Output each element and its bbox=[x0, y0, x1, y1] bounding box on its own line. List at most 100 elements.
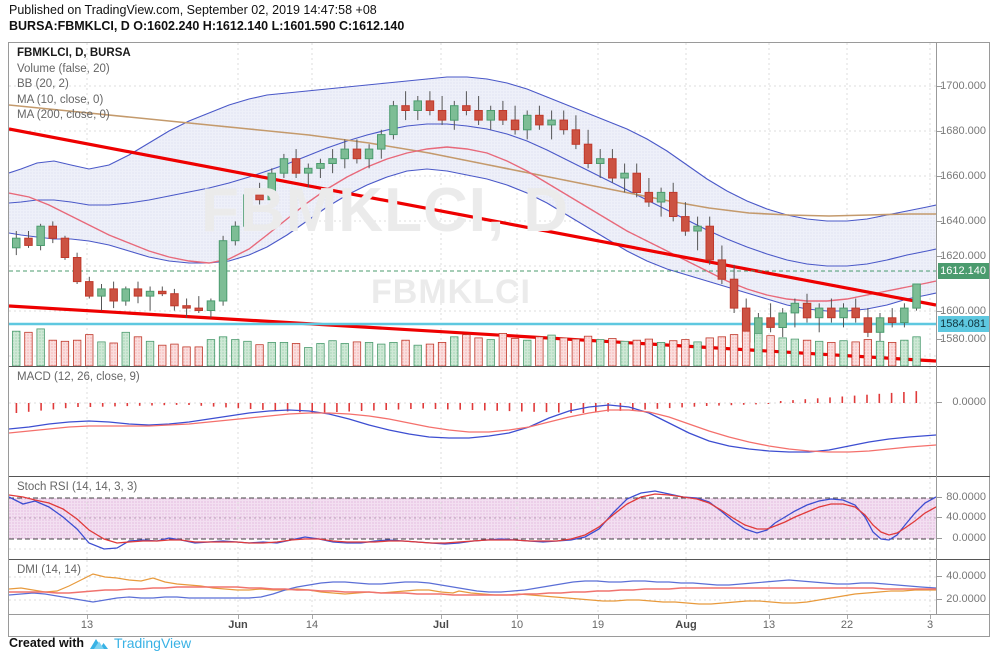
candlestick bbox=[60, 237, 70, 258]
candlestick bbox=[814, 307, 824, 319]
candlestick bbox=[875, 317, 885, 333]
candlestick bbox=[413, 100, 422, 112]
candlestick bbox=[462, 105, 471, 112]
macd-signal-line bbox=[9, 409, 936, 453]
volume-bar bbox=[109, 342, 118, 366]
volume-bar bbox=[851, 341, 860, 366]
candlestick bbox=[231, 225, 240, 242]
volume-bar bbox=[437, 341, 447, 366]
candlestick bbox=[291, 158, 301, 174]
candlestick bbox=[389, 105, 398, 136]
volume-bar bbox=[462, 334, 471, 366]
volume-bar bbox=[73, 339, 82, 366]
candlestick bbox=[498, 110, 508, 121]
volume-bar bbox=[596, 339, 605, 366]
macd-grid bbox=[9, 367, 936, 476]
macd-line bbox=[9, 404, 936, 453]
price-tick: 1660.000 bbox=[940, 170, 986, 182]
candlestick bbox=[267, 172, 276, 201]
volume-bar bbox=[815, 340, 824, 366]
volume-bar bbox=[790, 338, 799, 366]
axis-separator-stoch bbox=[937, 476, 990, 477]
candlestick bbox=[48, 225, 57, 239]
dmi-grid bbox=[9, 560, 936, 614]
volume-bar bbox=[121, 331, 130, 366]
candlestick bbox=[656, 191, 666, 203]
volume-bar bbox=[644, 338, 653, 366]
volume-bar bbox=[681, 339, 690, 366]
candlestick bbox=[450, 105, 459, 121]
time-axis-tickmark bbox=[930, 615, 931, 619]
footer: Created with TradingView bbox=[9, 635, 191, 651]
volume-bar bbox=[839, 340, 848, 366]
volume-bar bbox=[133, 336, 143, 366]
macd-pane[interactable]: MACD (12, 26, close, 9) bbox=[9, 366, 936, 476]
volume-bar bbox=[340, 343, 349, 366]
volume-bar bbox=[12, 330, 21, 366]
volume-bar bbox=[474, 337, 483, 366]
candlestick bbox=[316, 163, 325, 169]
stoch-grid bbox=[9, 477, 936, 559]
volume-bar bbox=[778, 337, 787, 366]
candlestick bbox=[669, 191, 678, 217]
candlestick bbox=[644, 191, 654, 203]
volume-bar bbox=[863, 339, 872, 366]
candlestick bbox=[839, 307, 848, 319]
candlestick bbox=[12, 237, 21, 249]
volume-bar bbox=[547, 334, 556, 366]
candlestick bbox=[486, 110, 495, 121]
candlestick bbox=[36, 225, 45, 246]
time-axis-day-label: 3 bbox=[926, 619, 934, 631]
candlestick bbox=[681, 216, 690, 232]
candlestick bbox=[182, 305, 191, 309]
candlestick bbox=[97, 288, 106, 297]
candlestick bbox=[243, 194, 252, 227]
time-axis-tickmark bbox=[847, 615, 848, 619]
volume-bar bbox=[498, 332, 508, 366]
candlestick bbox=[109, 288, 118, 302]
candlestick bbox=[340, 148, 349, 160]
candlestick bbox=[255, 194, 264, 201]
axis-separator-macd bbox=[937, 366, 990, 367]
last-price-badge: 1612.140 bbox=[938, 263, 989, 279]
volume-bar bbox=[206, 339, 216, 366]
volume-bar bbox=[486, 339, 495, 366]
time-axis-month-label: Aug bbox=[675, 619, 697, 631]
candlestick bbox=[596, 158, 605, 164]
volume-bar bbox=[97, 341, 106, 366]
chart-plot-area[interactable]: FBMKLCI, D FBMKLCI bbox=[9, 43, 936, 614]
volume-bar bbox=[36, 328, 45, 366]
volume-bar bbox=[559, 337, 568, 366]
volume-bar bbox=[827, 341, 836, 366]
volume-bar bbox=[218, 336, 228, 366]
volume-bar bbox=[583, 335, 593, 366]
time-axis[interactable]: 13 Jun 14 Jul 10 19 Aug 13 22 3 bbox=[8, 615, 990, 637]
macd-pane-graphics bbox=[9, 367, 936, 476]
created-with-label: Created with bbox=[9, 636, 85, 650]
volume-bar bbox=[304, 347, 313, 366]
volume-bar bbox=[729, 334, 739, 366]
time-axis-tickmark bbox=[769, 615, 770, 619]
candlestick bbox=[693, 225, 702, 232]
price-axis[interactable]: 1700.000 1680.000 1660.000 1640.000 1620… bbox=[936, 43, 990, 614]
volume-bar bbox=[669, 340, 678, 366]
candlestick bbox=[218, 240, 228, 302]
axis-separator-dmi bbox=[937, 559, 990, 560]
candlestick bbox=[364, 148, 374, 160]
macd-histogram bbox=[15, 391, 918, 413]
price-pane[interactable]: FBMKLCI, D, BURSA Volume (false, 20) BB … bbox=[9, 43, 936, 366]
candlestick bbox=[85, 281, 94, 297]
volume-bar bbox=[145, 340, 155, 366]
volume-bar bbox=[450, 336, 459, 366]
volume-bar bbox=[912, 336, 921, 366]
candlestick bbox=[145, 290, 155, 297]
time-axis-day-label: 10 bbox=[510, 619, 524, 631]
price-tick: 1680.000 bbox=[940, 125, 986, 137]
volume-bar bbox=[352, 341, 362, 366]
price-tick: 1620.000 bbox=[940, 250, 986, 262]
tradingview-logo-icon bbox=[89, 636, 109, 651]
dmi-pane[interactable]: DMI (14, 14) bbox=[9, 559, 936, 614]
stoch-rsi-pane[interactable]: Stoch RSI (14, 14, 3, 3) bbox=[9, 476, 936, 559]
candlestick bbox=[912, 283, 921, 309]
